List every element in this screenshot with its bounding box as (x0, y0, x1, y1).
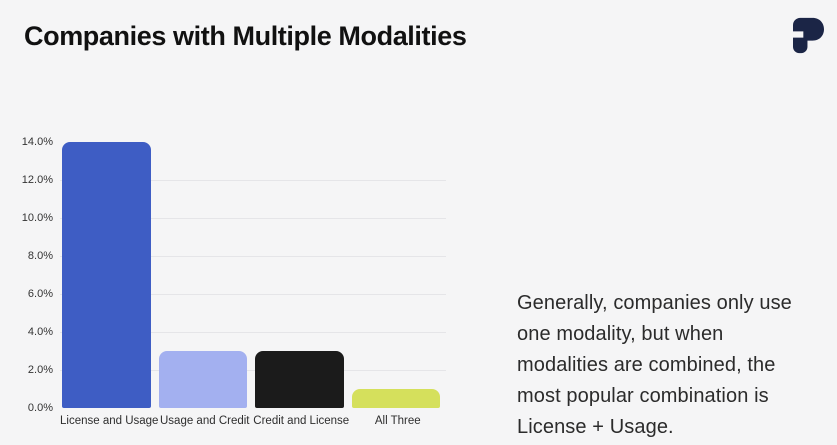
annotation-text: Generally, companies only use one modali… (517, 292, 792, 438)
gridline-2pct (60, 370, 446, 371)
y-axis-tick: 12.0% (21, 174, 53, 186)
x-axis-label-credit-and-license: Credit and License (253, 415, 350, 427)
y-axis-tick: 14.0% (21, 136, 53, 148)
bar-all-three (351, 389, 440, 408)
bar-credit-and-license (255, 351, 344, 408)
gridline-8pct (60, 256, 446, 257)
paid-logo-icon (793, 17, 824, 54)
gridline-12pct (60, 180, 446, 181)
y-axis-tick: 10.0% (21, 212, 53, 224)
paid-logo-path (793, 17, 824, 54)
y-axis-tick: 8.0% (27, 250, 53, 262)
x-axis-label-usage-and-credit: Usage and Credit (160, 415, 250, 427)
y-axis-tick: 2.0% (27, 364, 53, 376)
x-axis-label-all-three: All Three (374, 415, 421, 427)
y-axis-tick: 4.0% (27, 326, 53, 338)
bar-chart: 0.0% 2.0% 4.0% 6.0% 8.0% 10.0% 12.0% 14.0% Licen… (22, 136, 446, 427)
x-axis-label-license-and-usage: License and Usage (60, 415, 159, 427)
bar-usage-and-credit (158, 351, 247, 408)
gridline-6pct (60, 294, 446, 295)
y-axis-tick: 6.0% (27, 288, 53, 300)
page-title: Companies with Multiple Modalities (24, 21, 467, 51)
bar-license-and-usage (62, 142, 151, 408)
gridline-4pct (60, 332, 446, 333)
y-axis-tick: 0.0% (27, 402, 53, 414)
plot-area: 0.0% 2.0% 4.0% 6.0% 8.0% 10.0% 12.0% 14.0% Licen… (22, 136, 446, 427)
gridline-10pct (60, 218, 446, 219)
